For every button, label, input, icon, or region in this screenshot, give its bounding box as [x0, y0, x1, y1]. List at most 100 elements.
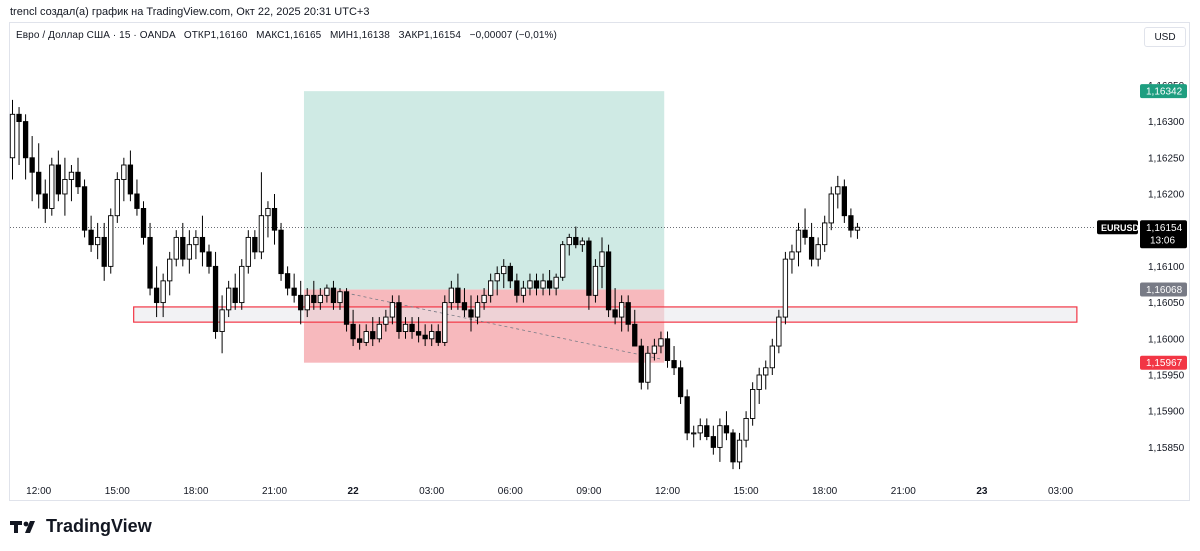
candle-body — [776, 316, 782, 347]
candle-body — [258, 215, 265, 253]
candle-body — [36, 171, 42, 195]
candle-body — [239, 265, 245, 304]
candle-body — [704, 425, 710, 438]
candle-body — [212, 265, 219, 333]
candle-body — [455, 287, 461, 304]
candle-body — [677, 367, 684, 398]
candle-body — [22, 121, 29, 159]
candle-body — [88, 229, 94, 246]
candle-body — [481, 294, 487, 304]
price-tag-label: 1,15967 — [1146, 358, 1183, 369]
legend-close-label: ЗАКР — [398, 30, 425, 41]
candle-body — [736, 439, 743, 463]
candle-body — [225, 287, 232, 311]
candle-body — [782, 258, 789, 318]
candle-body — [841, 186, 848, 217]
candle-body — [546, 280, 553, 289]
candle-body — [828, 193, 834, 224]
brand-name: TradingView — [46, 516, 152, 536]
candle-body — [219, 309, 225, 333]
candle-body — [160, 280, 166, 304]
candle-body — [625, 302, 631, 325]
candle-body — [592, 265, 599, 296]
price-tag — [1140, 84, 1187, 99]
candle-body — [553, 276, 559, 289]
legend-high: 1,16165 — [284, 30, 322, 41]
x-tick-label: 18:00 — [183, 486, 208, 497]
candle-body — [750, 389, 756, 419]
y-tick-label: 1,15900 — [1148, 407, 1185, 418]
y-tick-label: 1,15950 — [1148, 371, 1185, 382]
candle-body — [167, 258, 173, 282]
candle-body — [520, 287, 527, 296]
y-tick-label: 1,16300 — [1148, 117, 1185, 128]
tradingview-logo-icon — [10, 520, 35, 533]
candle-body — [284, 273, 291, 289]
candle-body — [560, 244, 566, 278]
candle-body — [127, 164, 134, 195]
candle-body — [199, 236, 206, 253]
candle-body — [835, 186, 841, 195]
countdown-label: 13:06 — [1150, 235, 1175, 246]
candle-body — [121, 164, 127, 180]
price-tag-label: 1,16342 — [1146, 87, 1183, 98]
candle-body — [81, 186, 88, 231]
candle-body — [710, 436, 717, 448]
candle-body — [684, 396, 690, 434]
candle-body — [815, 244, 821, 260]
candle-body — [605, 251, 612, 311]
y-tick-label: 1,16000 — [1148, 334, 1185, 345]
candle-body — [854, 226, 861, 231]
candle-body — [632, 323, 638, 347]
y-tick-label: 1,16200 — [1148, 189, 1185, 200]
candle-body — [822, 222, 828, 246]
price-tag-label: 1,16068 — [1146, 285, 1183, 296]
x-tick-label: 06:00 — [498, 486, 523, 497]
x-tick-label: 12:00 — [655, 486, 680, 497]
candle-body — [664, 338, 671, 361]
price-tag — [1140, 282, 1187, 297]
published-line: trencl создал(а) график на TradingView.c… — [10, 6, 370, 18]
candle-body — [330, 287, 337, 304]
candle-body — [474, 302, 481, 318]
candle-body — [651, 345, 658, 354]
candle-body — [180, 236, 186, 260]
candle-body — [376, 323, 382, 340]
x-tick-label: 15:00 — [105, 486, 130, 497]
candle-body — [769, 345, 775, 369]
candle-body — [94, 236, 101, 246]
candle-body — [612, 309, 618, 318]
candle-body — [730, 432, 736, 463]
candle-body — [435, 331, 441, 343]
candle-body — [468, 309, 474, 318]
legend-close: 1,16154 — [424, 30, 461, 41]
candle-body — [409, 323, 415, 333]
candle-body — [357, 338, 363, 343]
candle-body — [62, 179, 68, 195]
candle-body — [186, 244, 192, 260]
x-tick-label: 21:00 — [262, 486, 287, 497]
candle-body — [317, 294, 323, 304]
legend-low-label: МИН — [329, 30, 354, 41]
candle-body — [671, 360, 677, 369]
symbol-tag-label: EURUSD — [1101, 223, 1140, 233]
candle-body — [461, 302, 468, 311]
candle-body — [68, 171, 75, 180]
currency-button[interactable]: USD — [1144, 27, 1186, 47]
brand-logo[interactable]: TradingView — [10, 516, 152, 537]
candle-body — [324, 287, 330, 296]
candle-body — [743, 417, 749, 441]
symbol-tag — [1097, 220, 1138, 235]
candle-body — [29, 157, 35, 173]
candle-body — [134, 193, 140, 209]
candle-body — [363, 331, 369, 343]
candle-body — [298, 294, 304, 311]
candle-body — [501, 265, 507, 275]
candle-body — [206, 251, 212, 267]
candle-body — [429, 331, 435, 340]
candle-body — [304, 294, 310, 311]
candle-body — [573, 236, 579, 246]
candle-body — [173, 236, 179, 260]
candle-body — [291, 287, 297, 296]
